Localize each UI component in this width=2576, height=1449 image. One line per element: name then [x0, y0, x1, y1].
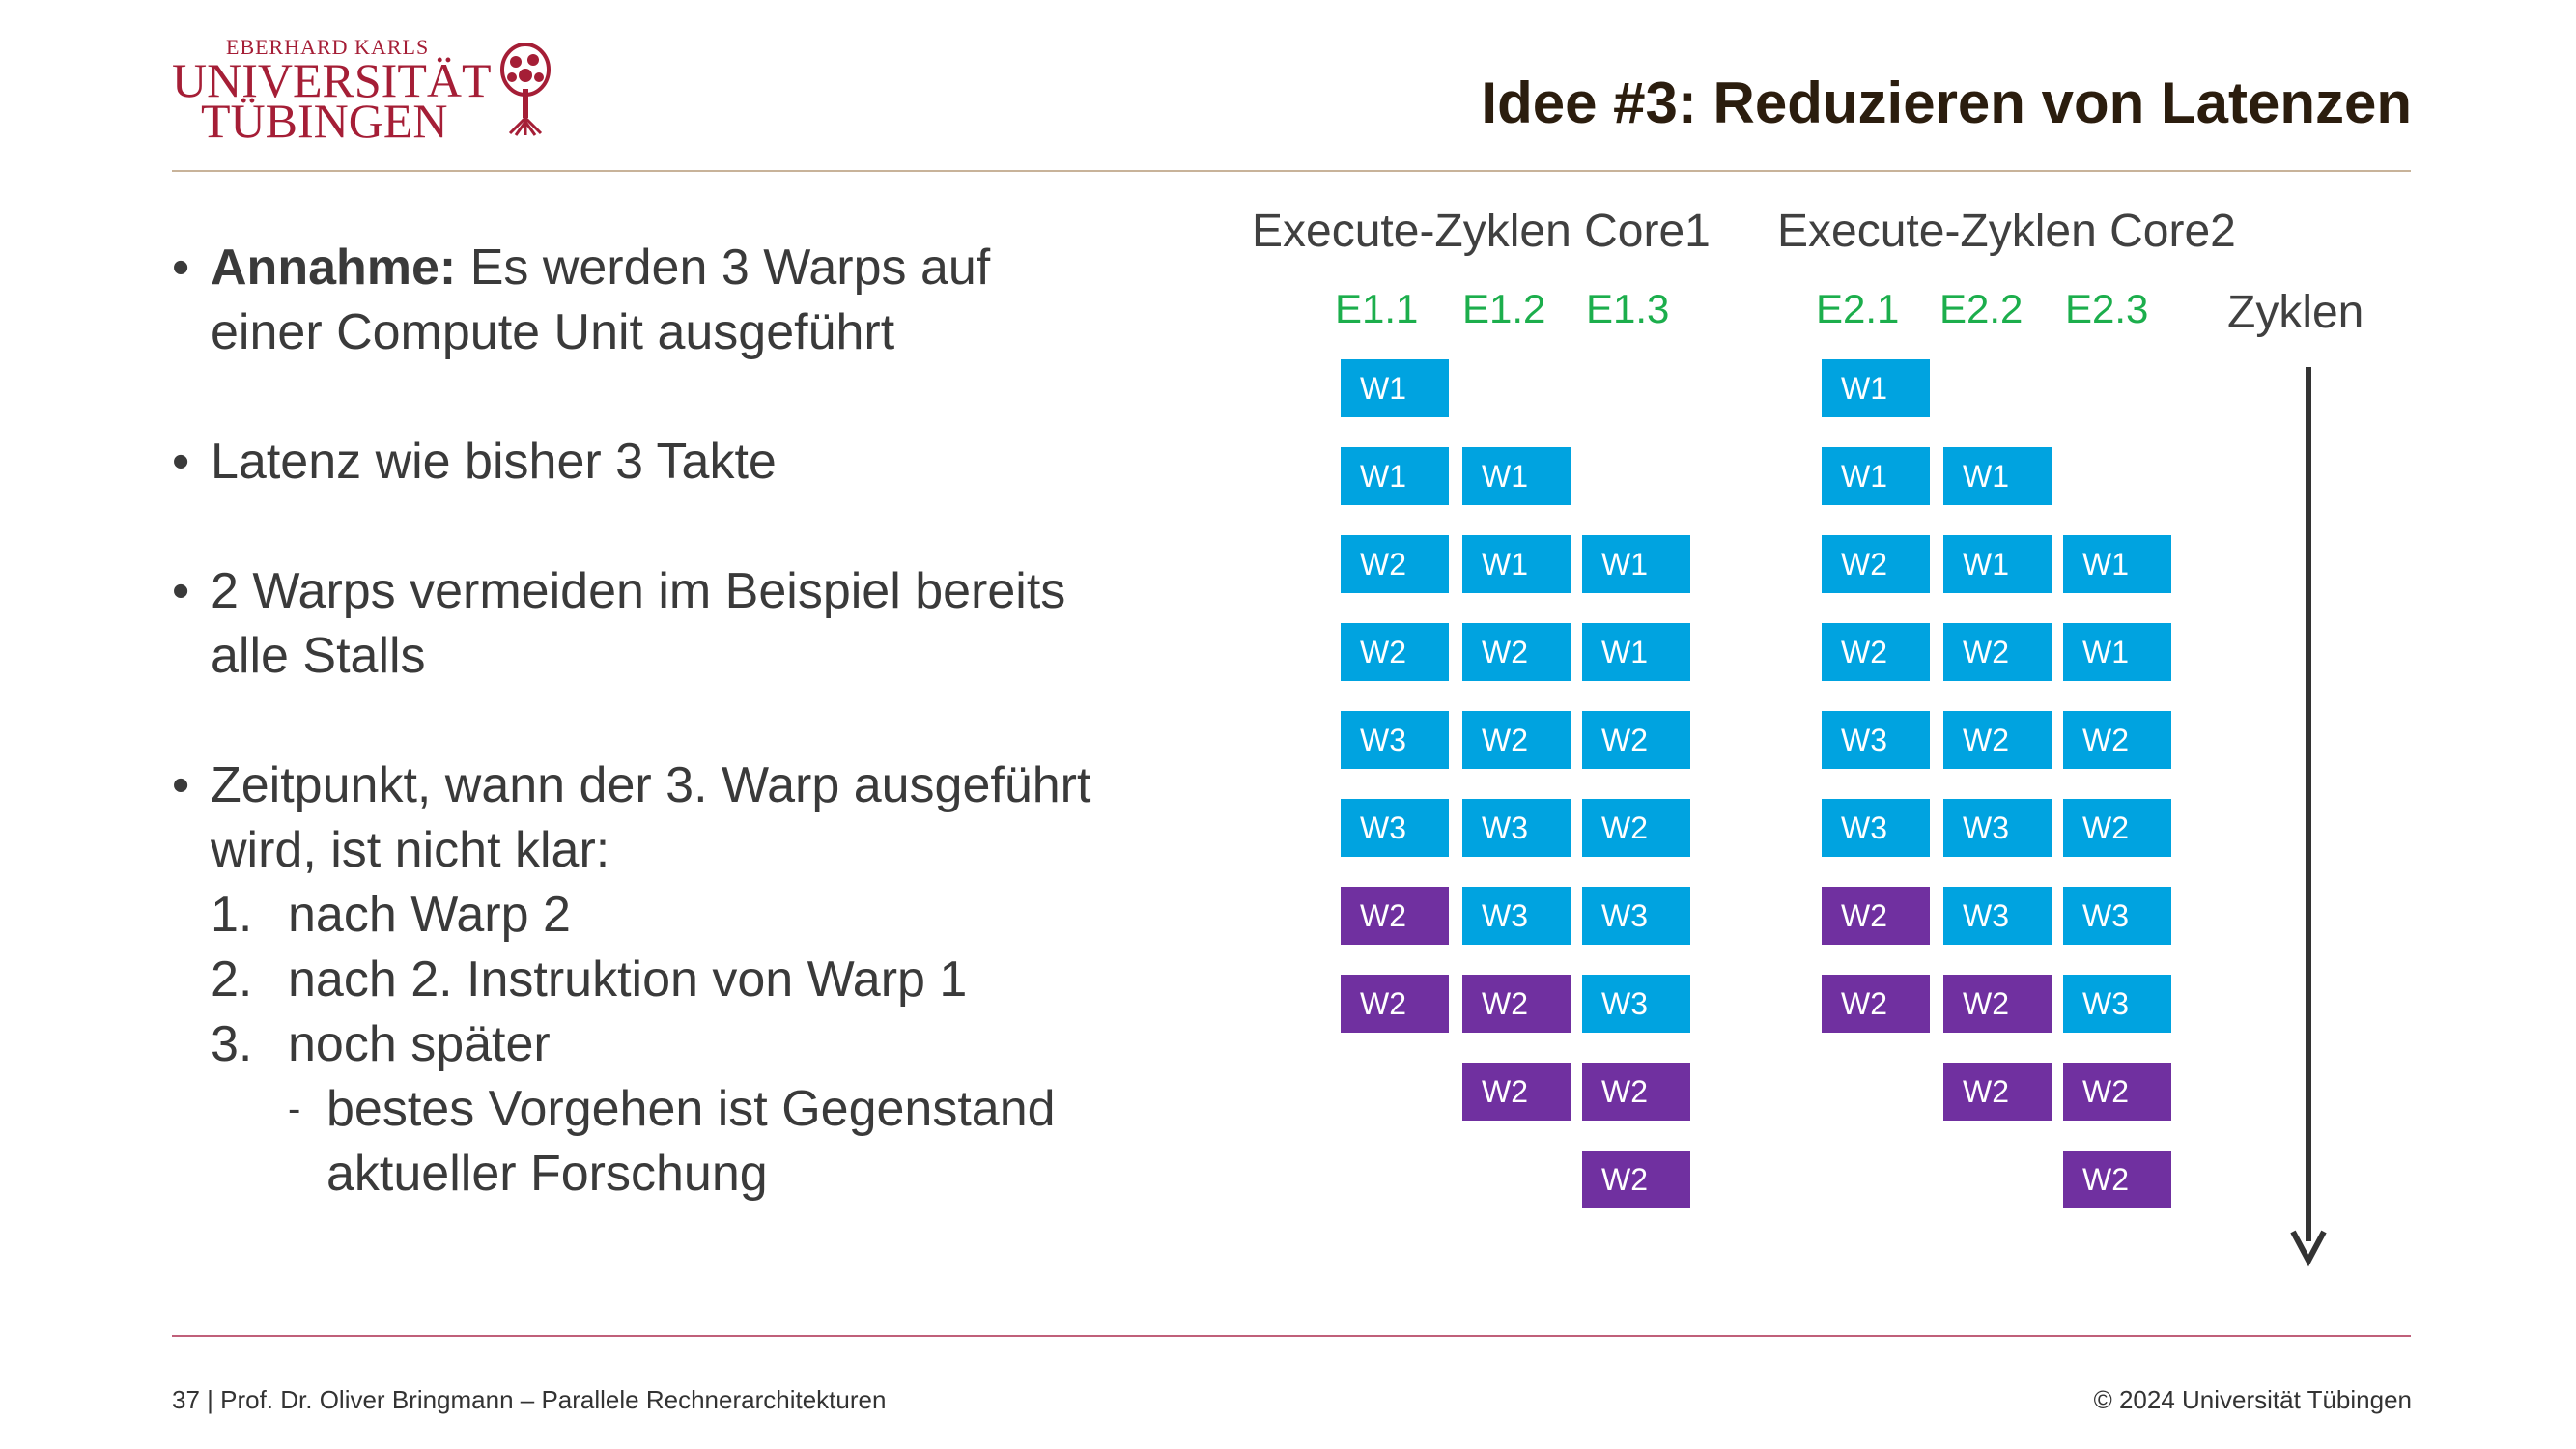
numbered-item: 1. nach Warp 2: [211, 887, 571, 943]
core2-warp-cell: W3: [1822, 711, 1930, 769]
numbered-item: 2. nach 2. Instruktion von Warp 1: [211, 952, 968, 1008]
slide-title: Idee #3: Reduzieren von Latenzen: [1481, 71, 2412, 135]
stage-label: E2.2: [1939, 286, 2024, 331]
core2-warp-cell: W3: [1822, 799, 1930, 857]
bullet-text: Es werden 3 Warps auf: [456, 240, 991, 296]
core1-warp-cell: W3: [1462, 799, 1571, 857]
core2-warp-cell: W3: [2063, 975, 2171, 1033]
core1-warp-cell: W2: [1341, 535, 1449, 593]
core1-warp-cell: W2: [1341, 975, 1449, 1033]
footer-left: 37 | Prof. Dr. Oliver Bringmann – Parall…: [172, 1385, 887, 1414]
core1-warp-cell: W2: [1341, 623, 1449, 681]
core1-warp-cell: W1: [1341, 447, 1449, 505]
core1-warp-cell: W2: [1462, 975, 1571, 1033]
dash-item: - bestes Vorgehen ist Gegenstand aktueller…: [288, 1081, 1056, 1202]
core1-warp-cell: W3: [1341, 711, 1449, 769]
core2-warp-cell: W2: [1822, 887, 1930, 945]
core1-warp-cell: W2: [1582, 711, 1690, 769]
core2-header: Execute-Zyklen Core2: [1777, 206, 2236, 257]
stage-label: E2.3: [2065, 286, 2149, 331]
logo-line-2: UNIVERSITÄT: [172, 53, 492, 107]
core2-warp-cell: W3: [1943, 887, 2052, 945]
bullet-latency: • Latenz wie bisher 3 Takte: [172, 434, 777, 490]
core2-warp-cell: W1: [2063, 623, 2171, 681]
stage-label: E2.1: [1816, 286, 1900, 331]
core1-warp-cell: W3: [1341, 799, 1449, 857]
core2-warp-cell: W1: [1943, 535, 2052, 593]
time-arrow-icon: [2290, 367, 2327, 1267]
bullet-text: Latenz wie bisher 3 Takte: [211, 434, 777, 490]
core1-header: Execute-Zyklen Core1: [1252, 206, 1711, 257]
core2-warp-cell: W2: [1822, 535, 1930, 593]
core1-warp-cell: W2: [1582, 799, 1690, 857]
core1-warp-cell: W2: [1462, 711, 1571, 769]
tree-icon: [500, 43, 551, 136]
core2-warp-cell: W2: [2063, 1063, 2171, 1121]
core1-warp-cell: W2: [1582, 1063, 1690, 1121]
core2-warp-cell: W1: [2063, 535, 2171, 593]
core2-warp-cell: W2: [1822, 975, 1930, 1033]
core2-warp-cell: W2: [1943, 711, 2052, 769]
core2-warp-cell: W2: [2063, 799, 2171, 857]
university-logo: EBERHARD KARLS UNIVERSITÄT TÜBINGEN: [172, 35, 558, 145]
core1-warp-cell: W2: [1341, 887, 1449, 945]
core1-warp-cell: W1: [1582, 535, 1690, 593]
time-axis-label: Zyklen: [2227, 287, 2364, 338]
footer-right: © 2024 Universität Tübingen: [2093, 1385, 2412, 1414]
core1-warp-cell: W1: [1462, 535, 1571, 593]
bullet-assumption: • Annahme: Es werden 3 Warps auf einer Co…: [172, 240, 991, 360]
core1-warp-cell: W1: [1582, 623, 1690, 681]
core1-warp-cell: W3: [1462, 887, 1571, 945]
stage-label: E1.1: [1335, 286, 1419, 331]
core2-warp-cell: W2: [1822, 623, 1930, 681]
bullet-timing: • Zeitpunkt, wann der 3. Warp ausgeführt …: [172, 753, 1186, 1207]
bullet-text: einer Compute Unit ausgeführt: [211, 304, 895, 360]
core2-warp-cell: W3: [2063, 887, 2171, 945]
core2-warp-cell: W2: [1943, 623, 2052, 681]
header-divider: [172, 170, 2411, 172]
stage-label: E1.2: [1462, 286, 1546, 331]
core1-warp-cell: W1: [1341, 359, 1449, 417]
bullet-bold: Annahme:: [211, 240, 457, 296]
core2-warp-cell: W2: [2063, 1151, 2171, 1208]
bullet-text: wird, ist nicht klar:: [211, 822, 610, 878]
core2-warp-cell: W1: [1822, 359, 1930, 417]
core2-warp-cell: W1: [1822, 447, 1930, 505]
bullet-text: alle Stalls: [211, 628, 426, 684]
bullet-list: • Annahme: Es werden 3 Warps auf einer Co…: [172, 236, 1186, 1207]
core1-warp-cell: W2: [1582, 1151, 1690, 1208]
core1-warp-cell: W2: [1462, 623, 1571, 681]
stage-label: E1.3: [1586, 286, 1670, 331]
core2-warp-cell: W2: [1943, 975, 2052, 1033]
core2-warp-cell: W1: [1943, 447, 2052, 505]
core1-warp-cell: W2: [1462, 1063, 1571, 1121]
bullet-text: 2 Warps vermeiden im Beispiel bereits: [211, 563, 1066, 619]
bullet-text: Zeitpunkt, wann der 3. Warp ausgeführt: [211, 757, 1091, 813]
bullet-warps: • 2 Warps vermeiden im Beispiel bereits a…: [172, 563, 1066, 684]
core2-warp-cell: W3: [1943, 799, 2052, 857]
numbered-item: 3. noch später: [211, 1016, 551, 1072]
logo-line-1: EBERHARD KARLS: [226, 35, 430, 59]
footer-divider: [172, 1335, 2411, 1337]
core1-warp-cell: W3: [1582, 975, 1690, 1033]
core2-warp-cell: W2: [2063, 711, 2171, 769]
core1-warp-cell: W1: [1462, 447, 1571, 505]
core2-warp-cell: W2: [1943, 1063, 2052, 1121]
logo-line-3: TÜBINGEN: [201, 94, 448, 148]
core1-warp-cell: W3: [1582, 887, 1690, 945]
